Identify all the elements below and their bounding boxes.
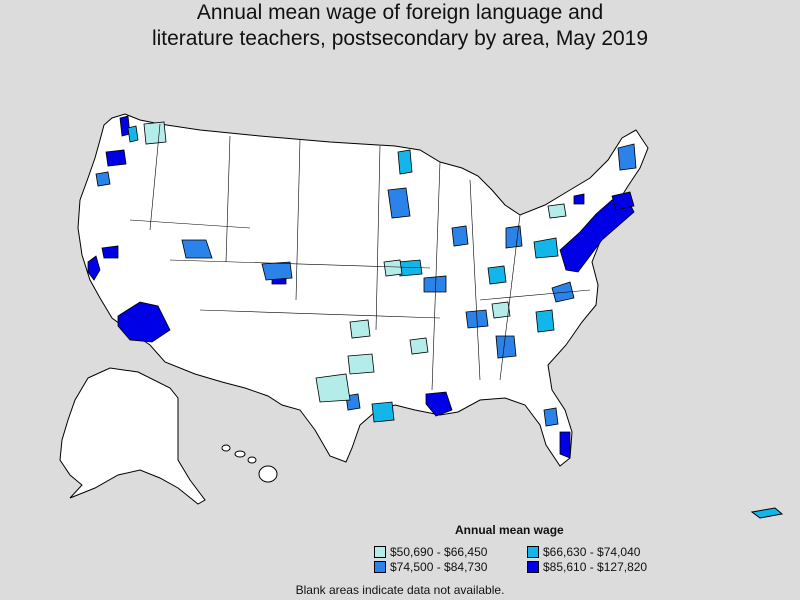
map-title-line-2: literature teachers, postsecondary by ar… (151, 27, 649, 50)
legend-label: $85,610 - $127,820 (543, 560, 648, 574)
wage-areas (87, 115, 637, 459)
legend-swatch (374, 561, 386, 573)
legend-item-low: $50,690 - $66,450 (374, 545, 487, 559)
area-indiana (487, 265, 507, 285)
area-colorado (261, 261, 293, 281)
area-ohio (533, 237, 559, 259)
hawaii-islands (221, 444, 278, 483)
legend-label: $50,690 - $66,450 (390, 545, 488, 559)
area-salt-lake (181, 239, 213, 259)
area-idaho (143, 121, 167, 145)
alaska-outline (59, 367, 206, 505)
blank-areas-note: Blank areas indicate data not available. (295, 583, 505, 597)
area-virginia (551, 281, 575, 303)
area-new-orleans (425, 391, 453, 417)
area-mississippi (409, 337, 429, 355)
area-spokane (127, 125, 139, 143)
legend-item-highest: $85,610 - $127,820 (527, 560, 647, 574)
area-north-texas (347, 353, 375, 375)
area-maine (617, 143, 637, 171)
area-kansas (383, 259, 403, 277)
area-kentucky (491, 301, 511, 319)
legend-item-mid: $66,630 - $74,040 (527, 545, 640, 559)
area-west-texas (315, 373, 351, 403)
area-north-dakota (397, 149, 413, 175)
area-tampa (543, 407, 559, 427)
legend-swatch (374, 546, 386, 558)
legend-label: $66,630 - $74,040 (543, 545, 641, 559)
area-boston (611, 191, 635, 211)
area-upstate-ny (573, 193, 585, 205)
area-los-angeles (117, 301, 171, 343)
area-bay-area (87, 255, 101, 281)
area-oklahoma (349, 319, 371, 339)
state-borders (129, 123, 591, 391)
area-washington (95, 171, 111, 187)
map-title-line-1: Annual mean wage of foreign language and (196, 1, 604, 24)
area-detroit (505, 225, 523, 249)
area-sacramento (101, 245, 119, 259)
area-minneapolis (387, 187, 411, 219)
area-pennsylvania (547, 203, 567, 219)
area-atlanta (495, 335, 517, 359)
area-houston (371, 401, 395, 423)
legend-swatch (527, 561, 539, 573)
legend-swatch (527, 546, 539, 558)
legend-item-high: $74,500 - $84,730 (374, 560, 487, 574)
legend-label: $74,500 - $84,730 (390, 560, 488, 574)
legend-title: Annual mean wage (455, 523, 564, 537)
area-carolinas (535, 309, 555, 333)
area-chicago (451, 225, 469, 247)
area-st-louis (423, 275, 447, 293)
area-portland (105, 149, 127, 167)
puerto-rico-outline (750, 507, 784, 519)
area-northeast-corridor (559, 195, 635, 273)
map-title: Annual mean wage of foreign language and… (0, 0, 800, 52)
area-miami (559, 431, 571, 459)
